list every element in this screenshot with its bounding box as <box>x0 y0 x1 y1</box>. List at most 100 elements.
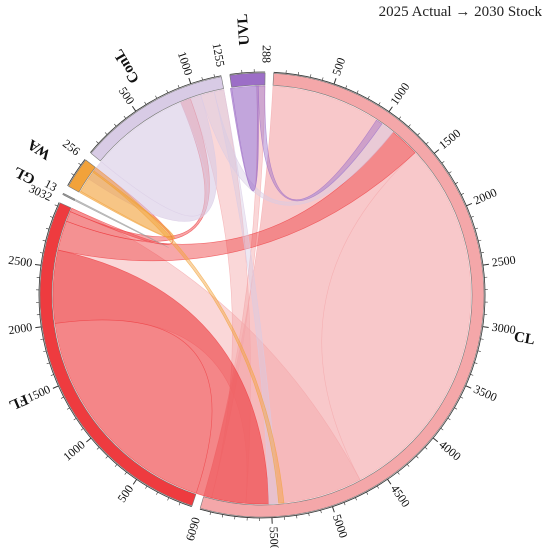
tick-label: 256 <box>60 136 83 158</box>
tick-label: 500 <box>115 482 137 505</box>
sector-arc-conl[interactable] <box>90 76 224 162</box>
sector-label-cl: CL <box>513 329 536 348</box>
major-tick <box>132 479 138 485</box>
minor-tick <box>43 350 47 353</box>
sector-label-fl: FL <box>6 391 30 413</box>
tick-label: 1000 <box>387 80 412 108</box>
minor-tick <box>39 252 44 254</box>
minor-tick <box>378 102 381 106</box>
minor-tick <box>46 362 50 365</box>
major-tick <box>331 506 335 513</box>
tick-label: 1000 <box>60 438 87 464</box>
sector-arc-cl[interactable] <box>199 72 485 518</box>
major-tick <box>465 385 472 389</box>
tick-label: 2500 <box>491 252 517 269</box>
tick-axis-fl <box>38 202 192 508</box>
sector-label-uvl: UVL <box>235 13 253 46</box>
tick-label: 288 <box>259 45 273 63</box>
minor-tick <box>470 215 474 218</box>
minor-tick <box>78 162 82 166</box>
major-tick <box>188 77 192 84</box>
minor-tick <box>460 396 464 399</box>
minor-tick <box>54 204 58 207</box>
minor-tick <box>477 350 481 352</box>
minor-tick <box>49 216 54 218</box>
minor-tick <box>166 89 169 93</box>
tick-axis-uvl <box>229 71 266 75</box>
sector-label-conl: ConL <box>111 46 143 86</box>
minor-tick <box>470 374 474 376</box>
tick-label: 1255 <box>210 42 228 68</box>
tick-label: 500 <box>116 84 138 107</box>
minor-tick <box>310 74 312 78</box>
tick-label: 5500 <box>267 526 282 548</box>
minor-tick <box>398 116 402 120</box>
tick-marks: 500 1000 1500 2000 2500 3000 3500 4000 4500 5000 5… <box>7 42 516 548</box>
minor-tick <box>167 497 170 501</box>
tick-label: 5000 <box>330 513 351 540</box>
minor-tick <box>124 471 127 475</box>
minor-tick <box>417 132 420 136</box>
minor-tick <box>447 417 451 421</box>
major-tick <box>387 479 392 485</box>
chord-uvl-to-uvl <box>229 85 259 192</box>
minor-tick <box>474 227 478 230</box>
minor-tick <box>155 95 158 99</box>
chart-title: 2025 Actual → 2030 Stock <box>378 4 542 20</box>
major-tick <box>333 78 337 85</box>
minor-tick <box>355 497 357 501</box>
minor-tick <box>480 252 484 254</box>
sector-arc-gl[interactable] <box>63 193 76 201</box>
minor-tick <box>455 182 459 185</box>
tick-label: 13 <box>42 176 59 194</box>
minor-tick <box>308 513 310 517</box>
minor-tick <box>114 464 118 467</box>
minor-tick <box>42 240 46 242</box>
major-tick <box>52 385 59 389</box>
minor-tick <box>454 407 458 410</box>
major-tick <box>466 202 473 207</box>
minor-tick <box>221 514 224 518</box>
sector-arc-wa[interactable] <box>68 159 96 193</box>
minor-tick <box>440 428 444 431</box>
minor-tick <box>96 141 99 144</box>
minor-tick <box>356 90 359 94</box>
major-tick <box>432 437 439 443</box>
major-tick <box>131 105 137 112</box>
minor-tick <box>397 471 400 475</box>
minor-tick <box>343 502 346 506</box>
minor-tick <box>448 171 452 174</box>
minor-tick <box>145 485 148 489</box>
sector-arc-fl[interactable] <box>39 202 197 507</box>
tick-label: 500 <box>329 56 348 78</box>
major-tick <box>482 263 489 266</box>
minor-tick <box>478 239 482 242</box>
minor-tick <box>406 464 410 467</box>
minor-tick <box>177 85 180 89</box>
tick-axis-conl <box>90 75 222 153</box>
minor-tick <box>474 362 478 364</box>
major-tick <box>86 437 92 443</box>
sector-arcs <box>39 72 485 518</box>
minor-tick <box>416 455 419 459</box>
sector-arc-uvl[interactable] <box>229 72 266 88</box>
chord-ribbons <box>52 85 472 505</box>
minor-tick <box>156 491 159 495</box>
minor-tick <box>123 115 127 119</box>
minor-tick <box>441 161 445 164</box>
minor-tick <box>461 193 464 195</box>
minor-tick <box>40 338 44 340</box>
tick-label: 2000 <box>471 185 499 207</box>
minor-tick <box>45 227 50 230</box>
sector-label-wa: WA <box>25 136 54 163</box>
tick-label: 6090 <box>183 516 203 543</box>
tick-label: 4000 <box>436 437 463 463</box>
tick-label: 1500 <box>436 126 463 152</box>
minor-tick <box>73 418 77 421</box>
minor-tick <box>320 510 322 514</box>
minor-tick <box>201 77 203 81</box>
tick-label: 2000 <box>7 320 33 337</box>
chord-wa-to-fl <box>92 167 285 504</box>
minor-tick <box>322 77 324 81</box>
